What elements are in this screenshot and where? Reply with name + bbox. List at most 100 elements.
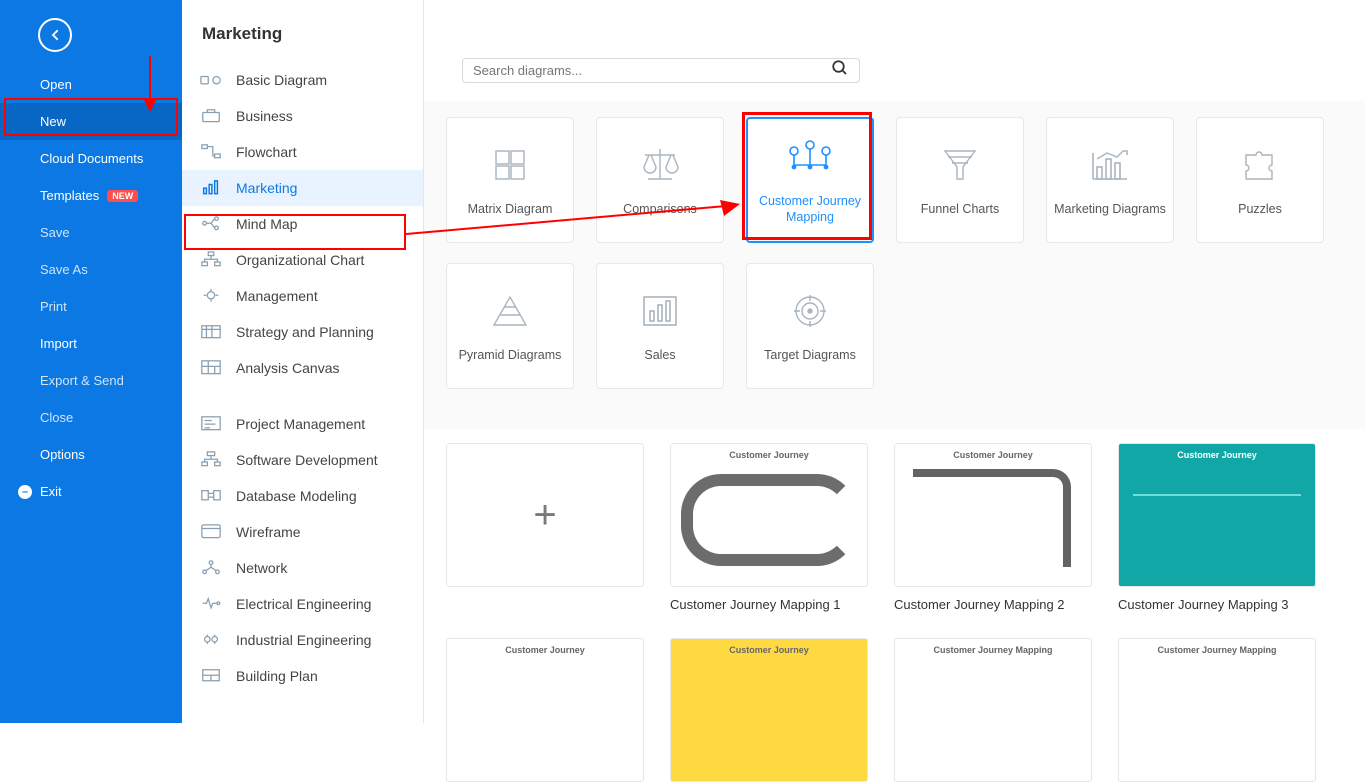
search-input[interactable]	[473, 63, 831, 78]
thumb-title: Customer Journey	[1119, 450, 1315, 460]
main-area: Matrix Diagram Comparisons Customer Journe…	[424, 0, 1365, 723]
menu-item-exit[interactable]: –Exit	[0, 473, 182, 510]
example-thumbnail: +	[446, 443, 644, 587]
category-marketing[interactable]: Marketing	[182, 170, 423, 206]
category-flowchart[interactable]: Flowchart	[182, 134, 423, 170]
category-label: Basic Diagram	[236, 72, 327, 88]
category-industrial-engineering[interactable]: Industrial Engineering	[182, 622, 423, 658]
menu-item-import[interactable]: Import	[0, 325, 182, 362]
category-management[interactable]: Management	[182, 278, 423, 314]
template-type-label: Sales	[638, 348, 681, 364]
category-icon	[200, 559, 222, 577]
template-type-label: Comparisons	[617, 202, 703, 218]
category-organizational-chart[interactable]: Organizational Chart	[182, 242, 423, 278]
template-type-pyramid-diagrams[interactable]: Pyramid Diagrams	[446, 263, 574, 389]
category-icon	[200, 323, 222, 341]
menu-item-export-send[interactable]: Export & Send	[0, 362, 182, 399]
category-strategy-and-planning[interactable]: Strategy and Planning	[182, 314, 423, 350]
example-caption: Customer Journey Mapping 2	[894, 597, 1092, 612]
category-mind-map[interactable]: Mind Map	[182, 206, 423, 242]
new-badge: NEW	[107, 190, 138, 202]
category-basic-diagram[interactable]: Basic Diagram	[182, 62, 423, 98]
menu-item-label: Export & Send	[40, 373, 124, 388]
exit-icon: –	[18, 485, 32, 499]
category-label: Organizational Chart	[236, 252, 364, 268]
category-icon	[200, 523, 222, 541]
search-icon[interactable]	[831, 59, 849, 82]
menu-item-save-as[interactable]: Save As	[0, 251, 182, 288]
template-type-comparisons[interactable]: Comparisons	[596, 117, 724, 243]
example-card[interactable]: Customer Journey Mapping	[1118, 638, 1316, 782]
category-network[interactable]: Network	[182, 550, 423, 586]
menu-item-print[interactable]: Print	[0, 288, 182, 325]
examples-zone: +Customer JourneyCustomer Journey Mappin…	[424, 429, 1365, 782]
template-type-puzzles[interactable]: Puzzles	[1196, 117, 1324, 243]
category-icon	[200, 451, 222, 469]
template-type-matrix-diagram[interactable]: Matrix Diagram	[446, 117, 574, 243]
category-icon	[200, 179, 222, 197]
category-icon	[200, 287, 222, 305]
example-card[interactable]: Customer Journey	[670, 638, 868, 782]
category-icon	[200, 415, 222, 433]
template-type-label: Puzzles	[1232, 202, 1288, 218]
example-thumbnail: Customer Journey	[446, 638, 644, 782]
template-type-label: Marketing Diagrams	[1048, 202, 1172, 218]
category-icon	[200, 487, 222, 505]
plus-icon: +	[533, 493, 556, 538]
menu-item-close[interactable]: Close	[0, 399, 182, 436]
category-label: Database Modeling	[236, 488, 357, 504]
category-label: Software Development	[236, 452, 378, 468]
file-menu-list: Open New Cloud DocumentsTemplatesNEWSaveSa…	[0, 66, 182, 510]
category-analysis-canvas[interactable]: Analysis Canvas	[182, 350, 423, 386]
category-icon	[200, 215, 222, 233]
category-database-modeling[interactable]: Database Modeling	[182, 478, 423, 514]
category-project-management[interactable]: Project Management	[182, 406, 423, 442]
example-caption: Customer Journey Mapping 3	[1118, 597, 1316, 612]
template-type-sales[interactable]: Sales	[596, 263, 724, 389]
template-type-marketing-diagrams[interactable]: Marketing Diagrams	[1046, 117, 1174, 243]
category-icon	[200, 667, 222, 685]
thumb-title: Customer Journey Mapping	[1119, 645, 1315, 655]
category-software-development[interactable]: Software Development	[182, 442, 423, 478]
menu-item-options[interactable]: Options	[0, 436, 182, 473]
category-icon	[200, 107, 222, 125]
example-card[interactable]: Customer Journey Customer Journey Mapping…	[1118, 443, 1316, 612]
category-business[interactable]: Business	[182, 98, 423, 134]
example-card[interactable]: Customer Journey Mapping	[894, 638, 1092, 782]
category-column: Marketing Basic Diagram BusinessFlowchart…	[182, 0, 424, 723]
example-card[interactable]: Customer Journey Customer Journey Mapping…	[894, 443, 1092, 612]
template-type-target-diagrams[interactable]: Target Diagrams	[746, 263, 874, 389]
template-type-funnel-charts[interactable]: Funnel Charts	[896, 117, 1024, 243]
category-icon	[200, 631, 222, 649]
category-label: Management	[236, 288, 318, 304]
category-icon	[200, 359, 222, 377]
search-bar[interactable]	[462, 58, 860, 83]
category-label: Electrical Engineering	[236, 596, 371, 612]
template-type-customer-journey-mapping[interactable]: Customer Journey Mapping	[746, 117, 874, 243]
category-label: Industrial Engineering	[236, 632, 371, 648]
menu-item-new[interactable]: New	[0, 103, 182, 140]
back-button[interactable]	[38, 18, 72, 52]
example-card[interactable]: Customer Journey	[446, 638, 644, 782]
category-electrical-engineering[interactable]: Electrical Engineering	[182, 586, 423, 622]
category-header: Marketing	[182, 0, 423, 62]
menu-item-label: New	[40, 114, 66, 129]
template-types-zone: Matrix Diagram Comparisons Customer Journe…	[424, 101, 1365, 429]
category-label: Project Management	[236, 416, 365, 432]
thumb-title: Customer Journey	[671, 450, 867, 460]
example-thumbnail: Customer Journey Mapping	[1118, 638, 1316, 782]
category-wireframe[interactable]: Wireframe	[182, 514, 423, 550]
example-card[interactable]: Customer JourneyCustomer Journey Mapping…	[670, 443, 868, 612]
example-thumbnail: Customer Journey	[894, 443, 1092, 587]
category-icon	[200, 71, 222, 89]
scale-icon	[635, 142, 685, 188]
new-blank-template[interactable]: +	[446, 443, 644, 612]
category-building-plan[interactable]: Building Plan	[182, 658, 423, 694]
pyramid-icon	[488, 288, 532, 334]
menu-item-label: Options	[40, 447, 85, 462]
category-icon	[200, 251, 222, 269]
menu-item-templates[interactable]: TemplatesNEW	[0, 177, 182, 214]
menu-item-open[interactable]: Open	[0, 66, 182, 103]
menu-item-save[interactable]: Save	[0, 214, 182, 251]
menu-item-cloud-documents[interactable]: Cloud Documents	[0, 140, 182, 177]
